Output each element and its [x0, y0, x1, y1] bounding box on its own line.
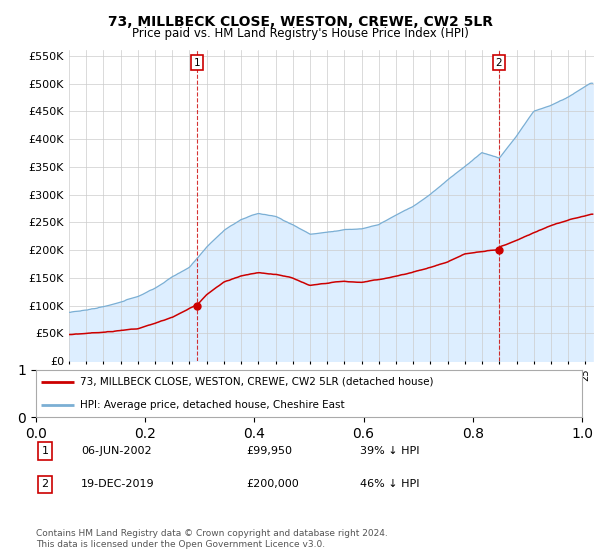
Text: Price paid vs. HM Land Registry's House Price Index (HPI): Price paid vs. HM Land Registry's House …: [131, 27, 469, 40]
Text: 19-DEC-2019: 19-DEC-2019: [81, 479, 155, 489]
Text: 39% ↓ HPI: 39% ↓ HPI: [360, 446, 419, 456]
Text: £200,000: £200,000: [246, 479, 299, 489]
Text: Contains HM Land Registry data © Crown copyright and database right 2024.: Contains HM Land Registry data © Crown c…: [36, 529, 388, 538]
Text: 06-JUN-2002: 06-JUN-2002: [81, 446, 152, 456]
Text: 2: 2: [41, 479, 49, 489]
Text: £99,950: £99,950: [246, 446, 292, 456]
Text: 73, MILLBECK CLOSE, WESTON, CREWE, CW2 5LR: 73, MILLBECK CLOSE, WESTON, CREWE, CW2 5…: [107, 15, 493, 29]
Text: HPI: Average price, detached house, Cheshire East: HPI: Average price, detached house, Ches…: [80, 400, 344, 410]
Text: 1: 1: [194, 58, 200, 68]
Text: This data is licensed under the Open Government Licence v3.0.: This data is licensed under the Open Gov…: [36, 540, 325, 549]
Text: 2: 2: [496, 58, 502, 68]
Text: 46% ↓ HPI: 46% ↓ HPI: [360, 479, 419, 489]
Text: 73, MILLBECK CLOSE, WESTON, CREWE, CW2 5LR (detached house): 73, MILLBECK CLOSE, WESTON, CREWE, CW2 5…: [80, 376, 433, 386]
Text: 1: 1: [41, 446, 49, 456]
